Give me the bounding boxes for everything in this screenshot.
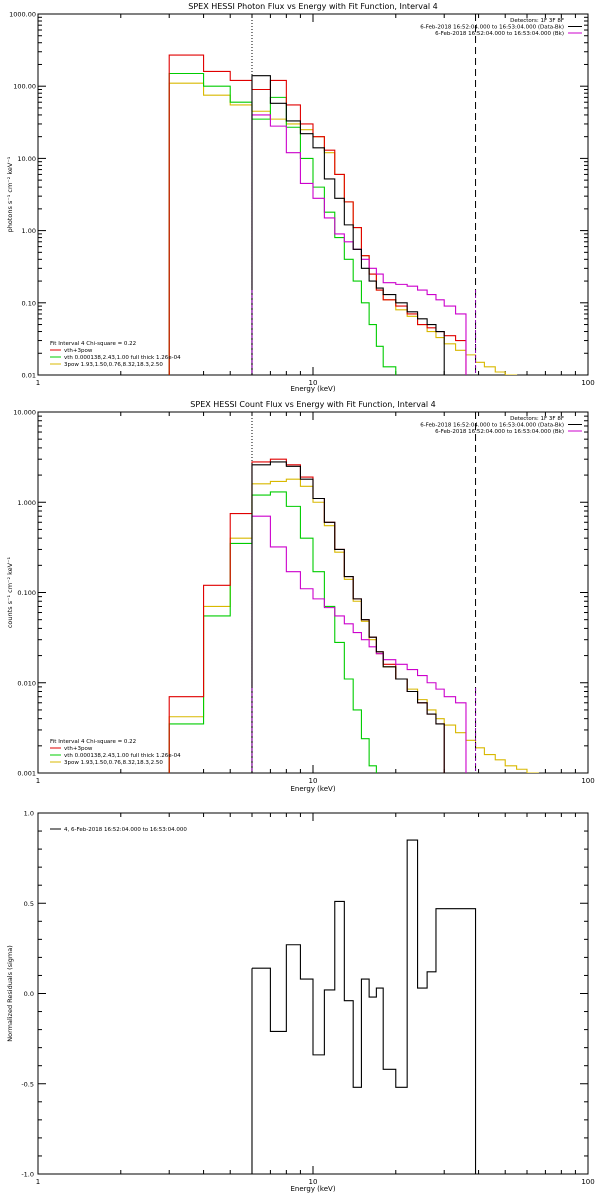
- legend-right-entry: 6-Feb-2018 16:52:04.000 to 16:53:04.000 …: [435, 429, 564, 435]
- y-tick-label: 0.10: [22, 299, 36, 307]
- y-tick-label: 1000.00: [9, 11, 36, 19]
- series-bk-line: [251, 114, 467, 375]
- legend-right-entry: 6-Feb-2018 16:52:04.000 to 16:53:04.000 …: [420, 25, 564, 31]
- legend-left-entry: vth 0.000138,2.43,1.00 full thick 1.26e-…: [64, 753, 181, 759]
- x-tick-label: 10: [309, 1178, 318, 1186]
- x-axis-label: Energy (keV): [290, 385, 335, 393]
- y-tick-label: 0.001: [17, 770, 36, 778]
- x-tick-label: 1: [36, 777, 40, 785]
- x-axis-label: Energy (keV): [290, 1185, 335, 1193]
- legend-left-entry: 3pow 1.93,1.50,0.76,8.32,18.3,2.50: [64, 362, 163, 368]
- series-pow-line: [168, 478, 539, 773]
- x-tick-label: 10: [309, 777, 318, 785]
- x-tick-label: 1: [36, 379, 40, 387]
- x-tick-label: 10: [309, 379, 318, 387]
- series-vth-line: [168, 491, 377, 773]
- series-fit-line: [168, 458, 445, 773]
- y-tick-label: 0.0: [24, 990, 34, 998]
- y-tick-label: 1.000: [17, 499, 36, 507]
- legend-right-entry: 6-Feb-2018 16:52:04.000 to 16:53:04.000 …: [435, 31, 564, 37]
- x-tick-label: 1: [36, 1178, 40, 1186]
- y-tick-label: 0.010: [17, 679, 36, 687]
- x-axis: 1 10 100: [36, 813, 595, 1186]
- legend-right-entry: Detectors: 1F 3F 8F: [510, 416, 564, 422]
- legend-right-entry: Detectors: 1F 3F 8F: [510, 18, 564, 24]
- chart-title: SPEX HESSI Photon Flux vs Energy with Fi…: [188, 2, 438, 11]
- photon-flux-panel: 1 10 100 0.01 0.10 1.00 10.00 100.00 1000.00 SPEX…: [6, 2, 595, 393]
- legend-left-entry: 3pow 1.93,1.50,0.76,8.32,18.3,2.50: [64, 760, 163, 766]
- y-axis-label: Normalized Residuals (sigma): [6, 945, 14, 1042]
- residuals-panel: 1 10 100 -1.0 -0.5 0.0 0.5 1.0 Energy (keV) Norma…: [6, 810, 595, 1194]
- y-tick-label: 0.01: [22, 372, 36, 380]
- legend-left-entry: Fit Interval 4 Chi-square = 0.22: [50, 341, 136, 347]
- series-data-line: [251, 75, 445, 375]
- legend-left-entry: vth+3pow: [64, 746, 93, 752]
- chart-title: SPEX HESSI Count Flux vs Energy with Fit…: [190, 400, 435, 409]
- series-data-line: [251, 461, 445, 773]
- count-flux-panel: 1 10 100 0.001 0.010 0.100 1.000 10.000 SPEX HES…: [6, 400, 595, 793]
- x-tick-label: 100: [581, 1178, 594, 1186]
- y-tick-label: -1.0: [21, 1171, 34, 1179]
- series-pow-line: [168, 82, 518, 375]
- legend-left-entry: Fit Interval 4 Chi-square = 0.22: [50, 739, 136, 745]
- y-tick-label: 0.100: [17, 589, 36, 597]
- y-tick-label: 1.00: [22, 227, 36, 235]
- y-tick-label: 0.5: [24, 900, 34, 908]
- y-axis: 0.001 0.010 0.100 1.000 10.000: [13, 409, 588, 778]
- series-fit-line: [168, 54, 467, 375]
- plot-area: [168, 54, 518, 375]
- legend-left-entry: 4, 6-Feb-2018 16:52:04.000 to 16:53:04.0…: [64, 827, 187, 833]
- x-tick-label: 100: [581, 379, 594, 387]
- y-tick-label: 10.000: [13, 409, 36, 417]
- y-axis-label: counts s⁻¹ cm⁻² keV⁻¹: [6, 556, 14, 628]
- y-tick-label: 100.00: [13, 83, 36, 91]
- legend-left-entry: vth+3pow: [64, 348, 93, 354]
- series-bk-line: [251, 515, 467, 773]
- legend-left-entry: vth 0.000138,2.43,1.00 full thick 1.26e-…: [64, 355, 181, 361]
- plot-area: [168, 458, 539, 773]
- y-tick-label: 10.00: [17, 155, 36, 163]
- y-tick-label: -0.5: [21, 1080, 34, 1088]
- x-tick-label: 100: [581, 777, 594, 785]
- x-axis-label: Energy (keV): [290, 785, 335, 793]
- legend-right-entry: 6-Feb-2018 16:52:04.000 to 16:53:04.000 …: [420, 423, 564, 429]
- plot-area: [251, 839, 477, 1174]
- y-axis-label: photons s⁻¹ cm⁻² keV⁻¹: [6, 156, 14, 232]
- series-data-line: [251, 839, 477, 1174]
- x-axis: 1 10 100: [36, 14, 595, 387]
- y-axis: -1.0 -0.5 0.0 0.5 1.0: [21, 810, 588, 1179]
- y-tick-label: 1.0: [24, 810, 34, 818]
- y-axis: 0.01 0.10 1.00 10.00 100.00 1000.00: [9, 11, 588, 380]
